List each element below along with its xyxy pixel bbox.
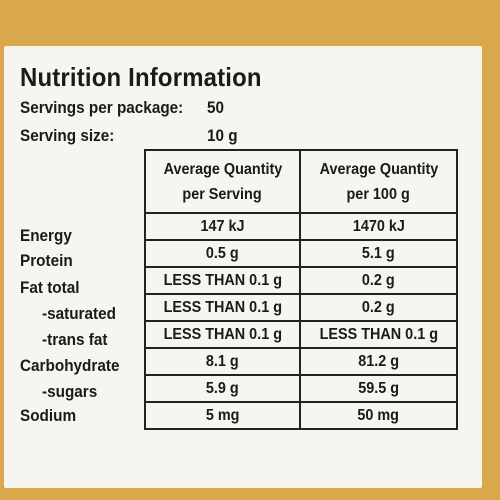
cell-value: 50 mg: [357, 406, 400, 424]
cell-per-serving: 5 mg: [144, 401, 301, 430]
row-label-protein: Protein: [20, 251, 73, 270]
cell-value: LESS THAN 0.1 g: [163, 271, 282, 289]
panel-title: Nutrition Information: [20, 62, 262, 92]
cell-value: 59.5 g: [358, 379, 399, 397]
cell-value: LESS THAN 0.1 g: [163, 325, 282, 343]
table-row: 8.1 g 81.2 g: [144, 347, 458, 376]
column-header-per-serving: Average Quantity per Serving: [144, 149, 301, 214]
cell-per-serving: LESS THAN 0.1 g: [144, 293, 301, 322]
row-label-saturated: -saturated: [42, 304, 116, 323]
column-header-per-100g: Average Quantity per 100 g: [299, 149, 458, 214]
cell-per-serving: 0.5 g: [144, 239, 301, 268]
table-row: LESS THAN 0.1 g LESS THAN 0.1 g: [144, 320, 458, 349]
cell-value: 5.1 g: [362, 244, 395, 262]
column-header-line: per Serving: [182, 185, 263, 203]
table-header-row: Average Quantity per Serving Average Qua…: [144, 149, 458, 214]
column-header-line: per 100 g: [346, 185, 411, 203]
cell-per-serving: 147 kJ: [144, 212, 301, 241]
cell-value: 0.2 g: [362, 298, 395, 316]
cell-value: 1470 kJ: [352, 217, 405, 235]
cell-value: 5.9 g: [206, 379, 239, 397]
cell-per-serving: 8.1 g: [144, 347, 301, 376]
cell-per-100g: 59.5 g: [299, 374, 458, 403]
cell-per-100g: 5.1 g: [299, 239, 458, 268]
cell-per-100g: 81.2 g: [299, 347, 458, 376]
table-row: 5 mg 50 mg: [144, 401, 458, 430]
cell-per-100g: LESS THAN 0.1 g: [299, 320, 458, 349]
row-label-energy: Energy: [20, 226, 72, 245]
row-label-sodium: Sodium: [20, 406, 77, 425]
cell-value: LESS THAN 0.1 g: [163, 298, 282, 316]
cell-per-serving: LESS THAN 0.1 g: [144, 266, 301, 295]
table-row: 5.9 g 59.5 g: [144, 374, 458, 403]
servings-value: 50: [207, 98, 225, 117]
cell-value: 0.5 g: [206, 244, 239, 262]
cell-value: LESS THAN 0.1 g: [319, 325, 438, 343]
cell-value: 81.2 g: [358, 352, 399, 370]
serving-size-value: 10 g: [207, 126, 238, 145]
table-row: LESS THAN 0.1 g 0.2 g: [144, 266, 458, 295]
cell-per-serving: LESS THAN 0.1 g: [144, 320, 301, 349]
cell-value: 8.1 g: [206, 352, 239, 370]
cell-value: 0.2 g: [362, 271, 395, 289]
column-header-line: Average Quantity: [319, 160, 438, 178]
cell-value: 147 kJ: [200, 217, 245, 235]
table-row: LESS THAN 0.1 g 0.2 g: [144, 293, 458, 322]
row-label-sugars: -sugars: [42, 382, 98, 401]
serving-size-label: Serving size:: [20, 126, 115, 145]
cell-per-100g: 0.2 g: [299, 293, 458, 322]
row-label-fat-total: Fat total: [20, 278, 80, 297]
table-row: 147 kJ 1470 kJ: [144, 212, 458, 241]
row-label-trans-fat: -trans fat: [42, 330, 108, 349]
servings-label: Servings per package:: [20, 98, 184, 117]
nutrition-table: Average Quantity per Serving Average Qua…: [144, 149, 458, 430]
cell-per-100g: 50 mg: [299, 401, 458, 430]
table-row: 0.5 g 5.1 g: [144, 239, 458, 268]
cell-value: 5 mg: [205, 406, 240, 424]
row-label-carbohydrate: Carbohydrate: [20, 356, 120, 375]
column-header-line: Average Quantity: [163, 160, 282, 178]
cell-per-100g: 1470 kJ: [299, 212, 458, 241]
cell-per-100g: 0.2 g: [299, 266, 458, 295]
cell-per-serving: 5.9 g: [144, 374, 301, 403]
